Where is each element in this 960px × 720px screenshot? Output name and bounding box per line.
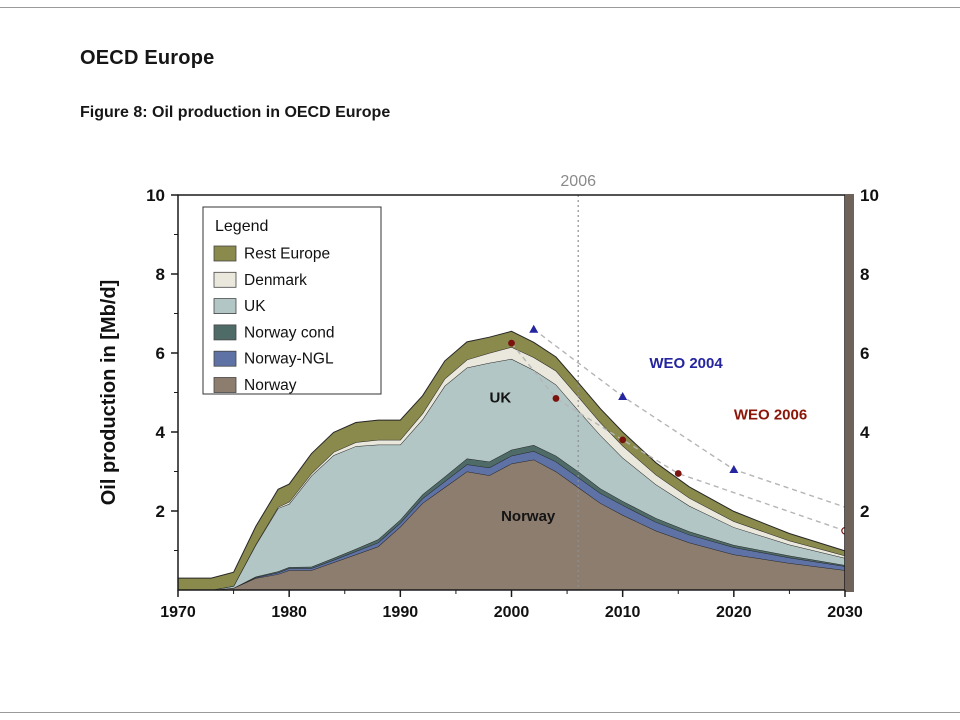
legend-swatch-norway-cond [213, 324, 237, 341]
legend-swatch-norway-ngl [213, 350, 237, 367]
y-tick-label-right: 10 [860, 186, 879, 205]
area-rest-europe [178, 331, 845, 590]
area-label-norway: Norway [501, 508, 556, 525]
legend-label-norway-cond: Norway cond [244, 324, 334, 341]
legend-label-rest-europe: Rest Europe [244, 246, 330, 263]
y-tick-label-left: 8 [156, 265, 165, 284]
page-border-bottom [0, 712, 960, 713]
annotation-weo-2006: WEO 2006 [734, 406, 807, 423]
figure-caption: Figure 8: Oil production in OECD Europe [80, 104, 391, 121]
area-norway [178, 459, 845, 590]
x-tick-label: 2010 [605, 604, 641, 621]
legend-swatch-rest-europe [213, 245, 237, 262]
area-uk [178, 358, 845, 590]
reference-line-label: 2006 [560, 173, 596, 190]
y-tick-label-right: 4 [860, 423, 870, 442]
x-tick-label: 1990 [383, 604, 419, 621]
y-tick-label-right: 8 [860, 265, 869, 284]
x-tick-label: 2030 [827, 604, 863, 621]
y-tick-label-right: 6 [860, 344, 869, 363]
y-tick-label-left: 4 [156, 423, 166, 442]
legend-label-uk: UK [244, 298, 266, 315]
legend-label-norway: Norway [244, 377, 297, 394]
marker-circle-weo-2006 [674, 470, 682, 477]
area-label-uk: UK [490, 389, 512, 406]
projection-line-weo-2006 [510, 342, 846, 532]
x-tick-label: 1970 [160, 604, 196, 621]
page-border-top [0, 7, 960, 8]
legend-title: Legend [215, 218, 268, 235]
y-axis-label: Oil production in [Mb/d] [98, 280, 120, 506]
marker-triangle-weo-2004 [529, 324, 539, 333]
marker-circle-weo-2006 [619, 436, 627, 444]
legend-label-denmark: Denmark [244, 272, 307, 289]
y-tick-label-left: 10 [146, 186, 165, 205]
marker-triangle-weo-2004 [729, 465, 739, 474]
right-axis-bar [845, 194, 854, 592]
area-edge-rest-europe [178, 330, 846, 579]
marker-circle-weo-2006 [552, 395, 560, 402]
page-title: OECD Europe [80, 47, 215, 69]
x-tick-label: 2020 [716, 604, 752, 621]
legend-label-norway-ngl: Norway-NGL [244, 351, 334, 368]
legend-swatch-uk [213, 298, 237, 315]
marker-circle-weo-2006 [508, 339, 515, 347]
x-tick-label: 1980 [271, 604, 307, 621]
y-tick-label-left: 2 [156, 502, 165, 521]
legend-swatch-norway [213, 377, 237, 393]
y-tick-label-left: 6 [156, 344, 165, 363]
marker-triangle-weo-2004 [618, 391, 628, 400]
legend-swatch-denmark [213, 271, 237, 288]
projection-line-weo-2004 [533, 328, 846, 508]
annotation-weo-2004: WEO 2004 [649, 355, 723, 372]
y-tick-label-right: 2 [860, 502, 869, 521]
x-tick-label: 2000 [494, 604, 530, 621]
